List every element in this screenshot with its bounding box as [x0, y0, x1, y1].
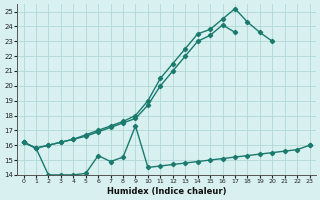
X-axis label: Humidex (Indice chaleur): Humidex (Indice chaleur): [107, 187, 226, 196]
